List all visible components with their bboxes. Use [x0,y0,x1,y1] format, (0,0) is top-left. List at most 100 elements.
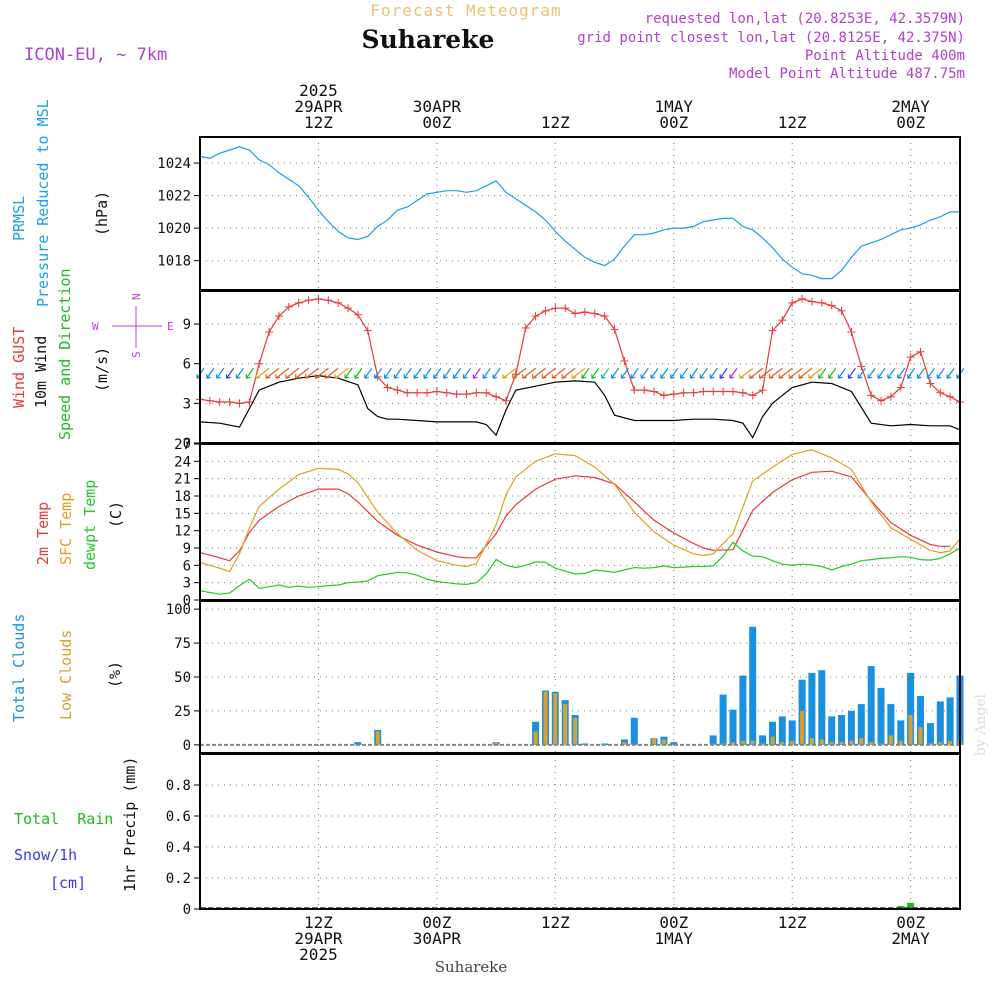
bar-low-clouds [938,742,943,745]
bar-total-clouds [838,715,846,745]
gust-marker [274,312,283,321]
gust-marker [709,387,718,396]
wind-compass: N W E S [92,293,174,358]
precip-axis-title: 1hr Precip (mm) Total Rain Snow/1h [cm] [14,757,139,892]
top-time-label: 12Z [541,113,570,132]
wind-barb [847,367,856,379]
y-tick-label: 12 [174,524,191,540]
bar-total-clouds [778,716,786,745]
wind-barb [749,367,764,379]
gust-marker [235,399,244,408]
bar-low-clouds [740,740,745,745]
precip-panel: 0 0.2 0.4 0.6 0.8 [166,753,961,918]
wind-barb [561,367,576,379]
wind-barb [739,367,754,379]
bottom-time-label: 1MAY [655,929,694,948]
gust-marker [541,306,550,315]
y-tick-label: 27 [174,437,191,453]
y-tick-label: 6 [183,357,191,373]
bottom-time-label: 2MAY [891,929,930,948]
bar-total-clouds [857,704,865,745]
wind-barb [837,367,847,379]
wind-barb [216,367,225,379]
gust-marker [571,309,580,318]
compass-w: W [92,320,99,333]
bar-total-clouds [907,672,915,745]
bar-low-clouds [494,742,499,745]
gust-marker [620,357,629,366]
bar-low-clouds [948,740,953,745]
wind-barb [857,367,866,379]
panel-frame [199,753,961,910]
y-tick-label: 50 [174,670,191,686]
top-time-label: 12Z [304,113,333,132]
bar-low-clouds [809,738,814,745]
gust-marker [600,312,609,321]
wind-barb [828,367,837,379]
cloud-ylabel-2: Low Clouds [57,630,75,720]
gust-marker [788,298,797,307]
top-time-label: 1MAY [655,97,694,116]
bottom-time-label: 29APR [294,929,343,948]
location-title: Suhareke [362,25,495,54]
wind-barb [660,367,669,379]
gust-marker [205,396,214,405]
gust-marker [798,294,807,303]
wind-barb [206,367,215,379]
compass-n: N [130,293,143,300]
wind-barb [936,367,945,379]
series-line-wind-gust [199,298,961,404]
bottom-time-label: 12Z [778,913,807,932]
forecast-title: Forecast Meteogram [370,1,561,20]
y-tick-label: 24 [174,454,191,470]
gust-marker [679,388,688,397]
wind-unit: (m/s) [93,347,111,392]
bar-low-clouds [928,743,933,745]
wind-barb [926,367,935,379]
bottom-time-label: 00Z [659,913,688,932]
y-tick-label: 0 [183,593,191,609]
bar-low-clouds [898,740,903,745]
top-time-label: 30APR [413,97,462,116]
wind-barb [778,367,793,379]
bar-low-clouds [918,727,923,745]
bar-total-clouds [719,694,727,745]
top-time-label: 00Z [422,113,451,132]
wind-barb [788,367,803,379]
bar-total-clouds [709,735,717,745]
gust-marker [472,388,481,397]
wind-barb [818,367,827,379]
gust-marker [580,308,589,317]
gust-marker [857,362,866,371]
gust-marker [442,388,451,397]
bottom-time-label: 00Z [422,913,451,932]
wind-barb [295,367,310,379]
series-line-prmsl [199,146,960,280]
gust-marker [728,387,737,396]
wind-barb [541,367,556,379]
temp-ylabel-2: SFC Temp [57,493,75,565]
bar-low-clouds [543,691,548,745]
wind-barb [650,367,659,379]
gust-marker [689,388,698,397]
wind-barb [226,367,235,379]
wind-panel: 0 3 6 9 [183,290,965,452]
wind-barb [344,367,353,379]
bar-low-clouds [859,738,864,745]
gust-marker [946,392,955,401]
y-tick-label: 3 [183,576,191,592]
wind-barb [581,367,590,379]
gust-marker [640,386,649,395]
wind-ylabel-2: 10m Wind [32,336,50,408]
gust-marker [669,390,678,399]
cloud-axis-title: Total Clouds Low Clouds (%) [10,614,124,722]
top-time-label: 29APR [294,97,343,116]
gust-marker [462,390,471,399]
footer-location: Suhareke [435,958,508,976]
bar-total-clouds [946,697,954,745]
wind-barb [492,367,501,379]
bar-low-clouds [553,693,558,745]
wind-barb [235,367,244,379]
bottom-time-label: 2025 [299,945,338,964]
